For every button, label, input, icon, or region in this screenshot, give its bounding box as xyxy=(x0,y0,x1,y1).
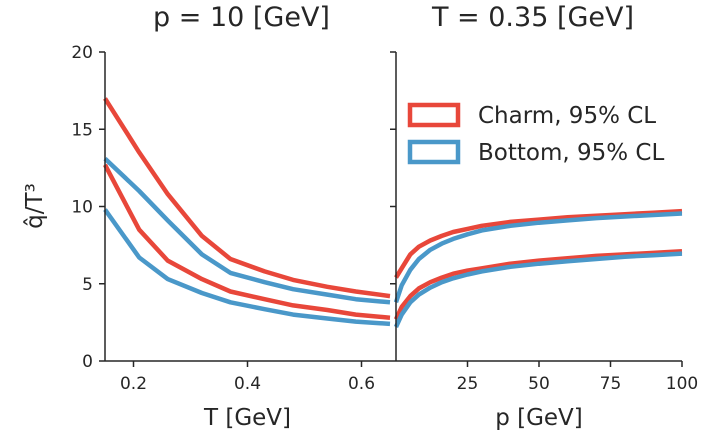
left-panel: 0.2 0.4 0.6 0 5 10 15 20 p = 10 [GeV] T [GeV] xyxy=(71,2,391,431)
panel-title: T = 0.35 [GeV] xyxy=(431,2,634,33)
y-tick-label: 0 xyxy=(82,352,93,372)
y-axis-label: q̂/T³ xyxy=(22,183,48,229)
legend-label-charm: Charm, 95% CL xyxy=(478,103,656,129)
y-tick-label: 20 xyxy=(71,43,93,63)
x-axis-label: T [GeV] xyxy=(203,405,291,431)
y-tick-label: 10 xyxy=(71,198,93,218)
x-tick-label: 25 xyxy=(457,374,479,394)
y-tick-label: 15 xyxy=(71,120,93,140)
series-line-charm-lower xyxy=(103,163,391,320)
x-tick-label: 0.2 xyxy=(120,374,147,394)
x-tick-label: 75 xyxy=(600,374,622,394)
x-tick-label: 100 xyxy=(666,374,698,394)
series-line-bottom-lower xyxy=(393,251,683,328)
panel-title: p = 10 [GeV] xyxy=(153,2,330,33)
x-tick-label: 50 xyxy=(528,374,550,394)
right-panel: 25 50 75 100 T = 0.35 [GeV] p [GeV] xyxy=(390,2,698,431)
x-axis-label: p [GeV] xyxy=(495,405,583,431)
series-line-bottom-upper xyxy=(393,211,683,304)
series-line-bottom-upper xyxy=(103,156,391,305)
series-line-bottom-lower xyxy=(103,208,391,327)
x-tick-label: 0.6 xyxy=(348,374,375,394)
x-tick-label: 0.4 xyxy=(234,374,261,394)
legend-label-bottom: Bottom, 95% CL xyxy=(478,140,664,166)
legend-swatch-charm xyxy=(407,102,461,128)
series-line-charm-upper xyxy=(103,97,391,299)
legend: Charm, 95% CL Bottom, 95% CL xyxy=(407,102,664,166)
series-line-charm-lower xyxy=(393,249,683,321)
y-tick-label: 5 xyxy=(82,275,93,295)
legend-swatch-bottom xyxy=(407,139,461,165)
series-line-charm-upper xyxy=(394,208,683,279)
